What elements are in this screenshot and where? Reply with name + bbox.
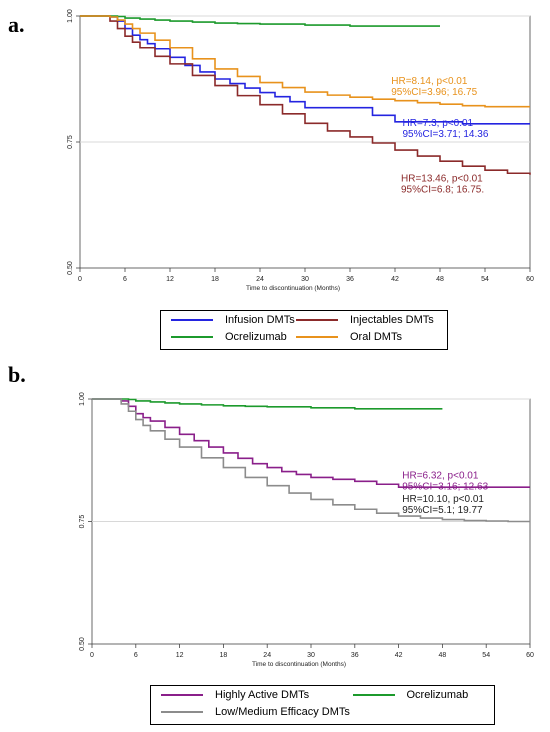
hr-annotation: HR=8.14, p<0.01 95%CI=3.96; 16.75 — [391, 76, 477, 98]
legend-label: Ocrelizumab — [225, 331, 287, 343]
legend-panel-b: Highly Active DMTs Ocrelizumab Low/Medium … — [150, 685, 495, 725]
x-tick-label: 48 — [436, 276, 444, 283]
legend-item: Highly Active DMTs — [161, 689, 309, 701]
x-tick-label: 0 — [78, 276, 82, 283]
y-tick-label: 1.00 — [79, 392, 86, 406]
hr-annotation: HR=10.10, p<0.01 95%CI=5.1; 19.77 — [402, 494, 484, 516]
x-tick-label: 42 — [395, 652, 403, 659]
legend-label: Oral DMTs — [350, 331, 402, 343]
hr-annotation: HR=6.32, p<0.01 95%CI=3.16; 12.63 — [402, 470, 488, 492]
hr-annotation: HR=13.46, p<0.01 95%CI=6.8; 16.75. — [401, 173, 484, 195]
x-tick-label: 42 — [391, 276, 399, 283]
y-tick-label: 0.50 — [79, 637, 86, 651]
y-tick-label: 0.50 — [67, 261, 74, 275]
x-tick-label: 30 — [307, 652, 315, 659]
x-tick-label: 0 — [90, 652, 94, 659]
x-tick-label: 6 — [134, 652, 138, 659]
series-line-highly-active-dmts — [92, 398, 530, 488]
legend-item: Injectables DMTs — [296, 314, 434, 326]
x-tick-label: 60 — [526, 276, 534, 283]
legend-swatch — [171, 336, 213, 338]
legend-label: Low/Medium Efficacy DMTs — [215, 706, 350, 718]
legend-item: Oral DMTs — [296, 331, 402, 343]
x-tick-label: 24 — [256, 276, 264, 283]
y-tick-label: 0.75 — [79, 515, 86, 529]
legend-swatch — [161, 711, 203, 713]
hr-annotation: HR=7.3, p<0.01 95%CI=3.71; 14.36 — [403, 118, 489, 140]
x-axis-label: Time to discontinuation (Months) — [252, 661, 346, 668]
x-tick-label: 60 — [526, 652, 534, 659]
legend-label: Injectables DMTs — [350, 314, 434, 326]
x-tick-label: 12 — [166, 276, 174, 283]
legend-label: Ocrelizumab — [406, 689, 469, 701]
x-tick-label: 36 — [346, 276, 354, 283]
chart-b: 0.50 0.75 1.00 0 6 12 18 24 30 36 42 48 54 60 Time to … — [79, 392, 534, 668]
legend-swatch — [296, 336, 338, 338]
panel-b-label: b. — [8, 362, 26, 387]
legend-panel-a: Infusion DMTs Injectables DMTs Ocrelizumab… — [160, 310, 448, 350]
legend-label: Highly Active DMTs — [215, 689, 310, 701]
x-tick-label: 18 — [211, 276, 219, 283]
series-line-injectables-dmts — [80, 15, 531, 175]
series-line-ocrelizumab — [80, 15, 440, 27]
series-line-low-medium-efficacy-dmts — [92, 398, 530, 523]
x-tick-label: 12 — [176, 652, 184, 659]
series-line-ocrelizumab — [92, 398, 443, 410]
legend-item: Low/Medium Efficacy DMTs — [161, 706, 350, 718]
x-tick-label: 54 — [481, 276, 489, 283]
chart-a: 0.50 0.75 1.00 0 6 12 18 24 30 36 42 48 54 60 Time to … — [67, 9, 534, 292]
x-tick-label: 6 — [123, 276, 127, 283]
x-tick-label: 30 — [301, 276, 309, 283]
legend-swatch — [296, 319, 338, 321]
legend-swatch — [161, 694, 203, 696]
x-tick-label: 24 — [263, 652, 271, 659]
series-line-oral-dmts — [80, 15, 530, 108]
x-tick-label: 54 — [482, 652, 490, 659]
legend-item: Ocrelizumab — [352, 689, 469, 701]
legend-item: Ocrelizumab — [171, 331, 287, 343]
legend-swatch — [171, 319, 213, 321]
x-tick-label: 18 — [220, 652, 228, 659]
x-axis-label: Time to discontinuation (Months) — [246, 285, 340, 292]
x-tick-label: 36 — [351, 652, 359, 659]
series-line-infusion-dmts — [80, 15, 530, 125]
y-tick-label: 0.75 — [67, 135, 74, 149]
legend-swatch — [352, 694, 395, 696]
legend-label: Infusion DMTs — [225, 314, 295, 326]
legend-item: Infusion DMTs — [171, 314, 295, 326]
y-tick-label: 1.00 — [67, 9, 74, 23]
x-tick-label: 48 — [439, 652, 447, 659]
panel-a-label: a. — [8, 12, 25, 37]
